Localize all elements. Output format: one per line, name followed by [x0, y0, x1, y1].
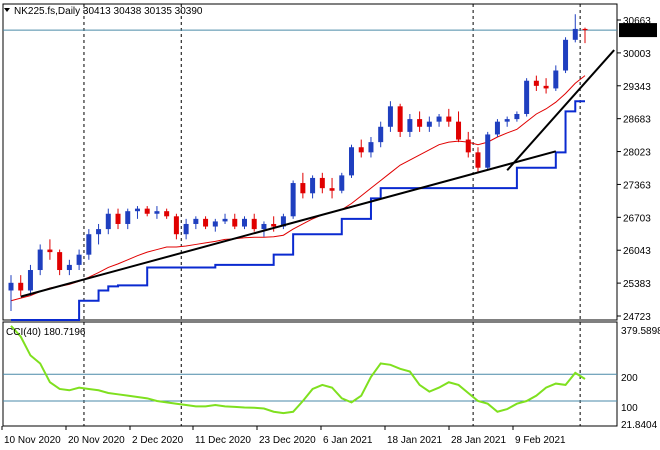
candle-bull [134, 208, 140, 212]
candle-bear [271, 223, 277, 227]
candle-bull [86, 234, 92, 255]
price-tick-label: 24723 [623, 312, 651, 323]
candle-bull [280, 216, 286, 227]
candle-bear [144, 208, 150, 214]
candle-bull [66, 264, 72, 271]
candle-bear [358, 147, 364, 153]
candle-bull [96, 229, 102, 235]
candle-bull [407, 119, 413, 132]
candle-bull [27, 270, 33, 291]
candle-bear [465, 139, 471, 153]
candle-bear [446, 116, 452, 122]
cci-level-badge [620, 371, 640, 383]
cci-info: CCI(40) 180.7196 [6, 327, 86, 338]
candle-bear [57, 252, 63, 271]
candle-bear [47, 249, 53, 253]
price-tick-label: 26703 [623, 213, 651, 224]
candle-bull [436, 116, 442, 122]
candle-bull [514, 113, 520, 120]
price-tick-label: 28023 [623, 148, 651, 159]
candle-bear [251, 218, 257, 230]
kijun-line [11, 100, 585, 321]
candle-bull [241, 218, 247, 227]
price-tick-label: 25383 [623, 279, 651, 290]
price-tick-label: 30663 [623, 16, 651, 27]
cci-line [10, 325, 586, 415]
candle-bull [261, 223, 267, 230]
x-tick-label: 2 Dec 2020 [132, 435, 184, 446]
candle-bear [173, 216, 179, 235]
candle-bear [582, 28, 588, 31]
candle-bear [164, 211, 170, 217]
candle-bull [310, 177, 316, 194]
price-tick-label: 30003 [623, 49, 651, 60]
candle-bear [397, 106, 403, 132]
candle-bull [37, 249, 43, 271]
candle-bull [563, 39, 569, 71]
cci-tick-label: 100 [621, 403, 638, 414]
current-price-badge [619, 23, 657, 38]
candle-bear [18, 282, 24, 291]
price-pane: 30663 30003 29343 28683 28023 27363 26703 26043… [2, 3, 657, 426]
price-tick-label: 28683 [623, 115, 651, 126]
x-tick-label: 18 Jan 2021 [387, 435, 442, 446]
x-axis: 10 Nov 2020 20 Nov 2020 2 Dec 2020 11 Dec 2… [1, 426, 566, 446]
trendline [506, 49, 615, 171]
price-pane-frame [2, 3, 618, 321]
candle-bull [378, 126, 384, 143]
candle-bear [203, 218, 209, 227]
candle-bear [300, 183, 306, 194]
candle-bull [125, 211, 131, 224]
symbol-info: NK225.fs,Daily 30413 30438 30135 30390 [14, 6, 203, 17]
price-tick-label: 29343 [623, 82, 651, 93]
candle-bull [524, 80, 530, 114]
current-price-label: 30390 [622, 26, 650, 37]
candle-bear [543, 85, 549, 89]
collapse-triangle-icon[interactable] [4, 8, 10, 12]
candle-bull [553, 70, 559, 89]
candle-bear [115, 213, 121, 224]
candle-bull [8, 282, 14, 291]
candle-bear [232, 218, 238, 227]
candle-bull [183, 223, 189, 235]
candle-bull [426, 121, 432, 127]
x-tick-label: 11 Dec 2020 [195, 435, 251, 446]
candle-bull [222, 218, 228, 222]
x-tick-label: 10 Nov 2020 [4, 435, 61, 446]
candle-bull [349, 147, 355, 176]
x-tick-label: 23 Dec 2020 [259, 435, 316, 446]
cci-pane: 379.5898 200 100 21.8404 [2, 321, 660, 431]
candle-bull [154, 211, 160, 214]
candle-bull [387, 106, 393, 127]
price-tick-label: 27363 [623, 180, 651, 191]
price-tick-label: 26043 [623, 246, 651, 257]
candle-bear [533, 80, 539, 86]
candle-bull [105, 213, 111, 230]
cci-tick-label: 21.8404 [621, 420, 658, 431]
candle-bull [494, 121, 500, 135]
candle-bear [417, 119, 423, 127]
candle-bull [368, 142, 374, 153]
candle-bear [329, 188, 335, 191]
cci-level-badge [620, 401, 640, 413]
candle-bull [290, 183, 296, 217]
trendline [20, 150, 557, 298]
candle-bull [485, 134, 491, 168]
x-tick-label: 9 Feb 2021 [515, 435, 566, 446]
candle-bull [572, 28, 578, 40]
candle-bull [212, 221, 218, 227]
cci-tick-label: 379.5898 [621, 326, 660, 337]
candle-bear [475, 152, 481, 168]
candle-bear [319, 177, 325, 189]
x-tick-label: 6 Jan 2021 [323, 435, 373, 446]
cci-tick-label: 200 [621, 373, 638, 384]
candle-bull [339, 175, 345, 191]
candle-bull [76, 254, 82, 265]
candle-bull [504, 119, 510, 122]
candle-bull [193, 218, 199, 224]
x-tick-label: 20 Nov 2020 [68, 435, 125, 446]
x-tick-label: 28 Jan 2021 [451, 435, 506, 446]
candle-bear [456, 121, 462, 140]
